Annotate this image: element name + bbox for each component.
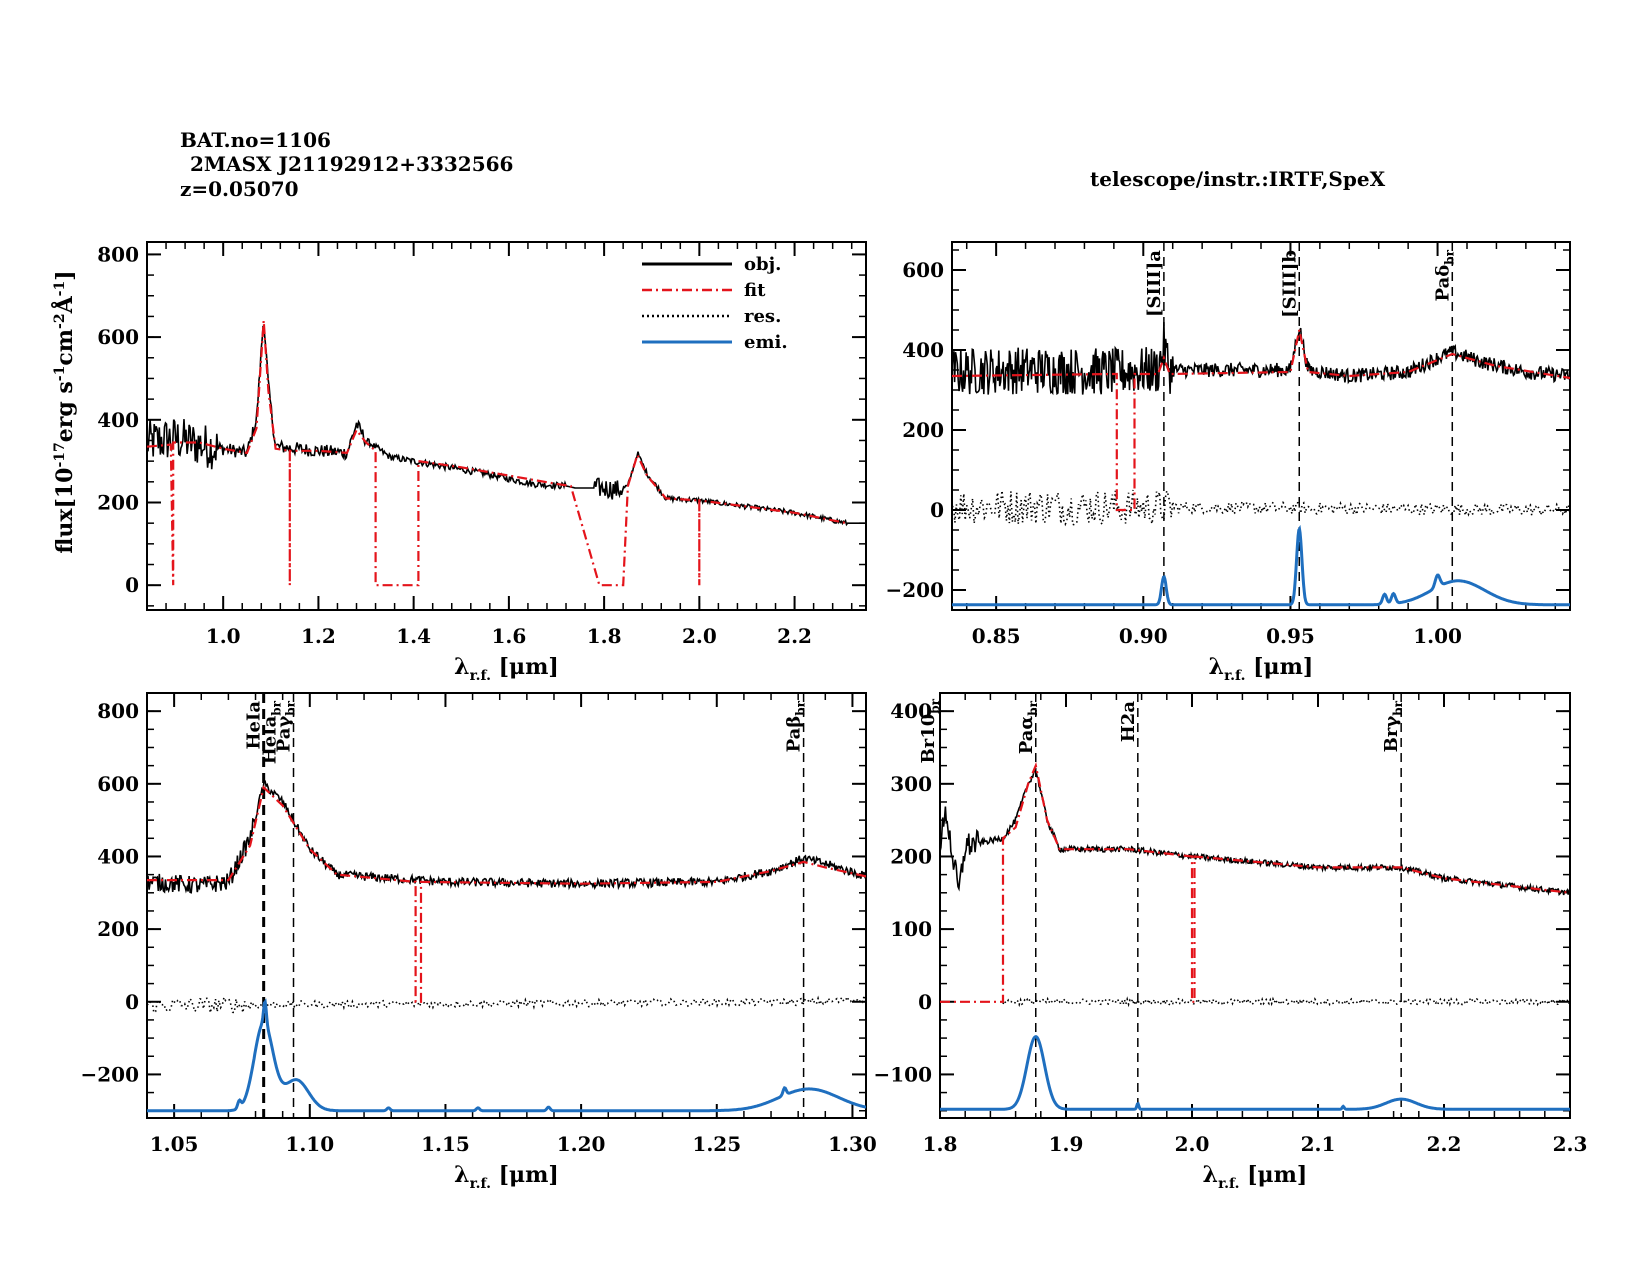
x-tick-label: 1.8 — [587, 624, 622, 648]
panel-k: 1.8 1.9 2.0 2.1 2.2 2.3 −100 0 100 200 300 400 λr.f.… — [873, 692, 1588, 1192]
x-tick-label: 1.10 — [285, 1132, 334, 1156]
x-tick-label: 0.95 — [1266, 624, 1315, 648]
y-tick-label: 400 — [97, 844, 139, 868]
y-tick-label: 0 — [125, 573, 139, 597]
line-label: [SIII]b — [1279, 250, 1300, 318]
legend-label: emi. — [744, 332, 788, 353]
line-label: [SIII]a — [1144, 250, 1165, 317]
emission-series — [952, 524, 1570, 607]
line-label: HeIabr — [260, 700, 284, 764]
x-tick-label: 1.05 — [150, 1132, 199, 1156]
x-tick-label: 1.2 — [301, 624, 336, 648]
object-spectrum — [952, 321, 1570, 396]
emission-series — [940, 1034, 1570, 1111]
y-tick-label: 200 — [97, 917, 139, 941]
residual-series — [147, 992, 866, 1014]
legend-label: obj. — [744, 254, 781, 275]
residual-series — [952, 487, 1570, 527]
x-axis-label: λr.f. [μm] — [1203, 1162, 1308, 1192]
fit-series — [147, 785, 866, 1003]
x-tick-label: 0.90 — [1119, 624, 1168, 648]
y-tick-label: 300 — [890, 772, 932, 796]
line-label: Paδbr — [1432, 249, 1456, 301]
fit-series — [147, 320, 848, 587]
plot-frame-k — [939, 692, 1571, 1119]
plot-frame-z — [951, 241, 1571, 611]
y-tick-label: 100 — [890, 917, 932, 941]
x-axis-label: λr.f. [μm] — [1209, 654, 1314, 684]
plot-area-k — [940, 693, 1570, 1118]
y-tick-label: 400 — [902, 338, 944, 362]
bat-number: BAT.no=1106 — [180, 128, 331, 152]
residual-series — [1002, 996, 1570, 1008]
object-spectrum — [147, 780, 866, 894]
x-tick-label: 2.3 — [1553, 1132, 1588, 1156]
plot-area-full — [147, 320, 866, 587]
line-label: H2a — [1118, 701, 1139, 743]
x-tick-label: 1.9 — [1049, 1132, 1084, 1156]
y-tick-label: 0 — [930, 498, 944, 522]
y-tick-label: 800 — [97, 242, 139, 266]
x-tick-label: 2.1 — [1301, 1132, 1336, 1156]
x-tick-label: 2.0 — [682, 624, 717, 648]
x-tick-label: 1.25 — [692, 1132, 741, 1156]
x-tick-label: 1.15 — [421, 1132, 470, 1156]
x-axis-label: λr.f. [μm] — [454, 1162, 559, 1192]
x-tick-label: 2.2 — [777, 624, 812, 648]
x-tick-label: 1.20 — [557, 1132, 606, 1156]
y-tick-label: 600 — [97, 772, 139, 796]
x-tick-label: 2.0 — [1175, 1132, 1210, 1156]
telescope-info: telescope/instr.:IRTF,SpeX — [1090, 167, 1386, 191]
y-tick-label: −200 — [885, 578, 944, 602]
plot-area-j — [147, 693, 866, 1118]
object-spectrum — [940, 769, 1570, 896]
legend-label: fit — [744, 280, 766, 301]
fit-series — [952, 329, 1570, 512]
legend-label: res. — [744, 306, 781, 327]
panel-full: 1.0 1.2 1.4 1.6 1.8 2.0 2.2 0 200 400 600 800 λr.f. … — [97, 241, 867, 684]
line-label: Brγbr — [1381, 700, 1405, 752]
object-name: 2MASX J21192912+3332566 — [190, 152, 513, 176]
y-tick-label: 400 — [97, 408, 139, 432]
x-tick-label: 1.0 — [206, 624, 241, 648]
y-axis-label: flux[10-17erg s-1cm-2Å-1] — [51, 270, 78, 553]
plot-area-z — [952, 242, 1570, 610]
x-axis-label: λr.f. [μm] — [454, 654, 559, 684]
y-tick-label: 600 — [97, 325, 139, 349]
x-tick-label: 1.6 — [491, 624, 526, 648]
y-tick-label: 200 — [97, 490, 139, 514]
line-label: Paβbr — [784, 700, 808, 752]
x-tick-label: 1.30 — [828, 1132, 877, 1156]
x-tick-label: 2.2 — [1427, 1132, 1462, 1156]
y-tick-label: 800 — [97, 699, 139, 723]
line-label: HeIa — [244, 701, 265, 750]
y-tick-label: 0 — [125, 990, 139, 1014]
y-tick-label: 200 — [902, 418, 944, 442]
x-tick-label: 1.4 — [396, 624, 431, 648]
y-tick-label: 400 — [890, 699, 932, 723]
fit-series — [940, 761, 1570, 1003]
y-tick-label: 200 — [890, 844, 932, 868]
y-tick-label: 600 — [902, 258, 944, 282]
x-tick-label: 0.85 — [972, 624, 1021, 648]
y-tick-label: −100 — [873, 1062, 932, 1086]
y-tick-label: 0 — [918, 990, 932, 1014]
plot-frame-full — [146, 241, 867, 611]
x-tick-label: 1.00 — [1413, 624, 1462, 648]
y-tick-label: −200 — [80, 1062, 139, 1086]
panel-j: 1.05 1.10 1.15 1.20 1.25 1.30 −200 0 200 400 600 80… — [80, 692, 877, 1192]
panel-z: 0.85 0.90 0.95 1.00 −200 0 200 400 600 λr.f. [μm]… — [885, 241, 1571, 684]
emission-series — [147, 998, 866, 1113]
line-label: Paγbr — [274, 700, 298, 752]
line-label: Br10br — [918, 698, 942, 763]
svg-text:flux[10-17erg s-1cm-2Å-1]: flux[10-17erg s-1cm-2Å-1] — [51, 270, 78, 553]
plot-frame-j — [146, 692, 867, 1119]
line-label: Paαbr — [1016, 700, 1040, 754]
x-tick-label: 1.8 — [923, 1132, 958, 1156]
redshift: z=0.05070 — [180, 177, 299, 201]
object-spectrum — [147, 325, 866, 527]
